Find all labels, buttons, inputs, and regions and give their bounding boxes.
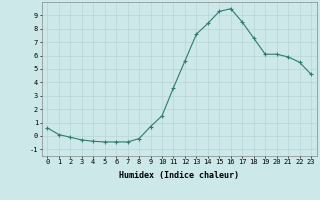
X-axis label: Humidex (Indice chaleur): Humidex (Indice chaleur) — [119, 171, 239, 180]
